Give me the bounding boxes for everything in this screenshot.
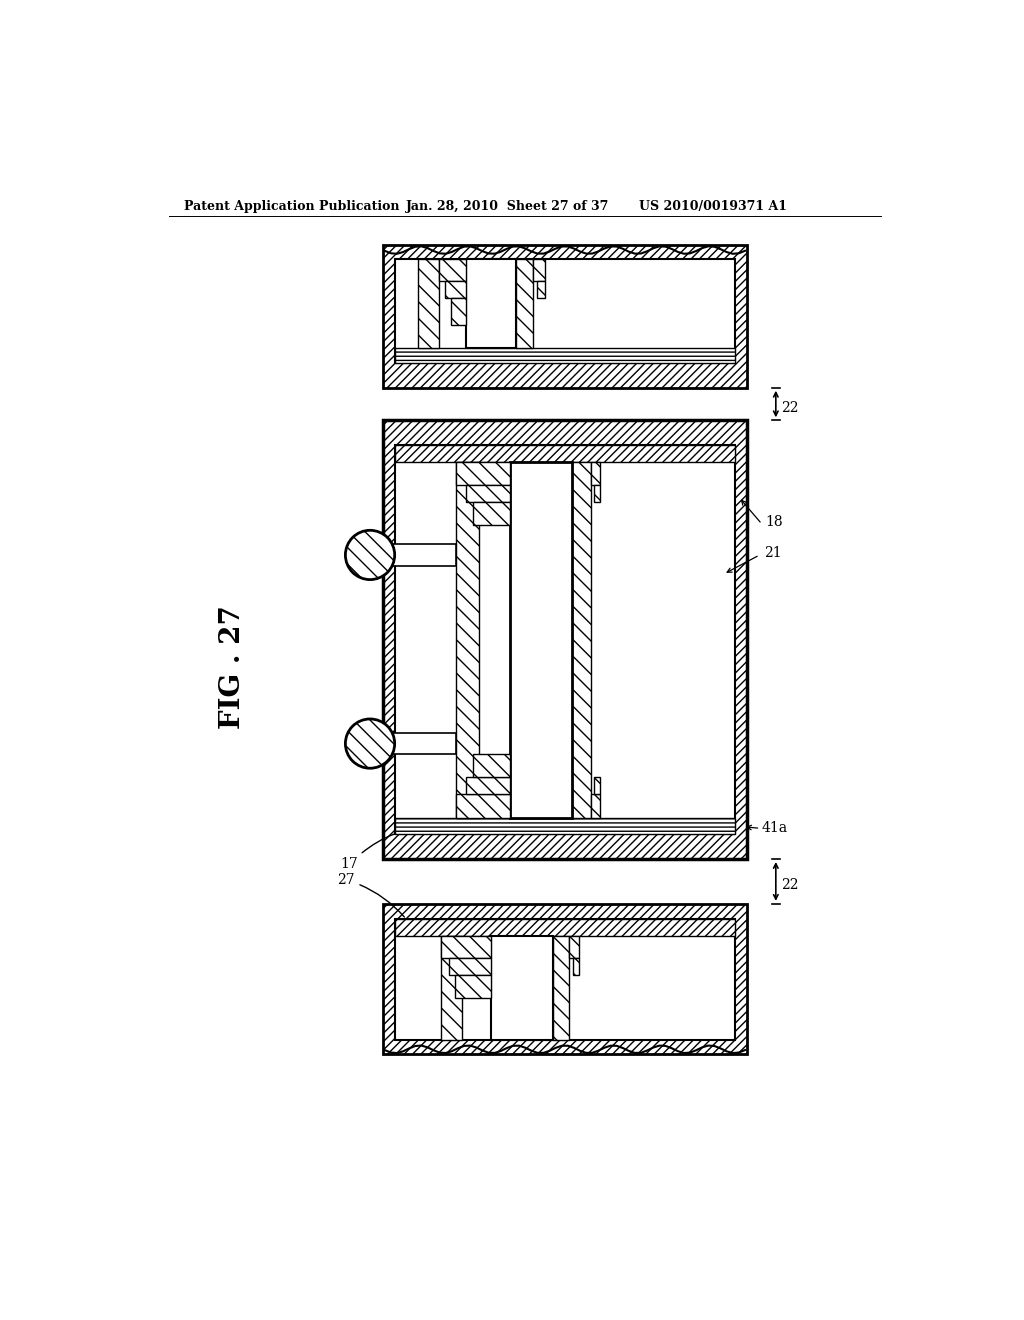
Text: US 2010/0019371 A1: US 2010/0019371 A1 (639, 199, 786, 213)
Bar (394, 348, 735, 363)
Bar (451, 298, 466, 325)
Text: 27: 27 (337, 873, 404, 917)
Bar (473, 755, 510, 777)
Bar (388, 544, 457, 566)
Bar (388, 733, 457, 755)
Bar (457, 462, 479, 817)
Bar (457, 462, 510, 484)
Bar (394, 445, 735, 462)
Text: 18: 18 (766, 515, 783, 529)
Bar (383, 904, 746, 1053)
Bar (591, 795, 600, 817)
Bar (439, 259, 466, 281)
Bar (449, 958, 490, 974)
Text: 22: 22 (781, 878, 799, 892)
Bar (457, 795, 510, 817)
Bar (490, 936, 553, 1040)
Bar (594, 484, 600, 502)
Text: 41a: 41a (762, 821, 788, 836)
Circle shape (345, 531, 394, 579)
Bar (591, 462, 600, 484)
Bar (473, 502, 510, 525)
Text: FIG . 27: FIG . 27 (219, 605, 246, 729)
Bar (394, 259, 735, 363)
Bar (572, 958, 579, 974)
Bar (534, 259, 545, 281)
Text: Jan. 28, 2010  Sheet 27 of 37: Jan. 28, 2010 Sheet 27 of 37 (407, 199, 609, 213)
Bar (466, 259, 516, 347)
Bar (441, 936, 463, 1040)
Text: 17: 17 (341, 826, 430, 871)
Bar (394, 919, 735, 936)
Bar (538, 281, 545, 298)
Bar (516, 259, 534, 347)
Bar (466, 484, 510, 502)
Text: 21: 21 (764, 545, 782, 560)
Bar (553, 936, 569, 1040)
Bar (594, 777, 600, 795)
Bar (466, 777, 510, 795)
Bar (418, 259, 439, 347)
Bar (569, 936, 579, 958)
Bar (571, 462, 591, 817)
Bar (445, 281, 466, 298)
Bar (394, 445, 735, 834)
Bar (394, 817, 735, 834)
Bar (383, 420, 746, 859)
Text: Patent Application Publication: Patent Application Publication (184, 199, 400, 213)
Bar (455, 974, 490, 998)
Circle shape (345, 719, 394, 768)
Text: 22: 22 (781, 401, 799, 414)
Bar (394, 919, 735, 1040)
Bar (510, 462, 571, 817)
Bar (441, 936, 490, 958)
Bar (383, 246, 746, 388)
